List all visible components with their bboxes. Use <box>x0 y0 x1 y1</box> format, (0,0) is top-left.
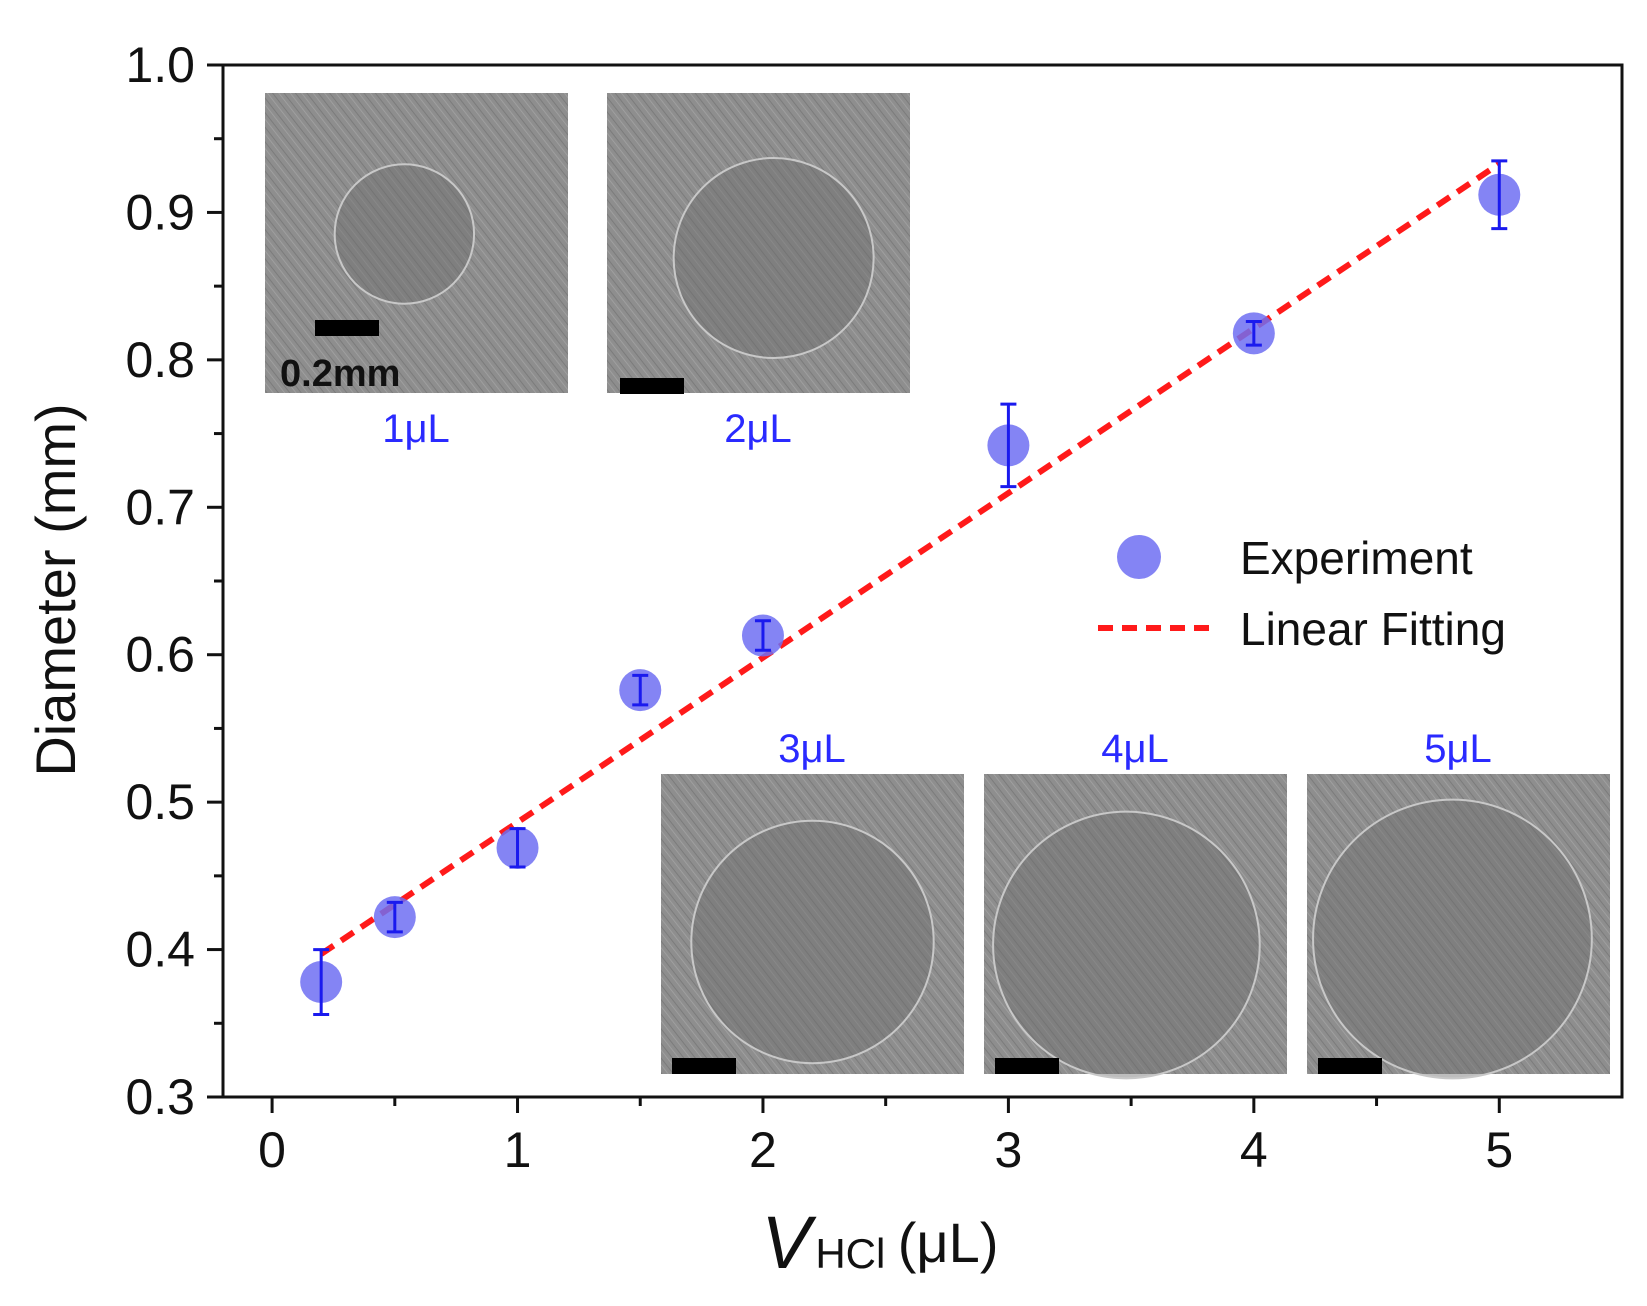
data-point <box>373 896 416 939</box>
x-tick-label: 5 <box>1485 1122 1513 1178</box>
inset-droplet <box>992 810 1261 1080</box>
y-axis-title: Diameter (mm) <box>24 403 87 776</box>
y-tick-label: 1.0 <box>125 37 195 93</box>
inset-image-4: 4μL <box>984 727 1287 1080</box>
x-tick-label: 3 <box>994 1122 1022 1178</box>
inset-background <box>265 93 568 393</box>
experiment-points <box>300 159 1521 1016</box>
inset-background <box>984 774 1287 1074</box>
data-point <box>1478 159 1521 231</box>
x-axis-subscript: HCl <box>815 1230 885 1277</box>
inset-droplet <box>690 819 935 1065</box>
scale-bar <box>620 378 684 394</box>
x-tick-label: 4 <box>1240 1122 1268 1178</box>
x-tick-label: 1 <box>504 1122 532 1178</box>
axes: 0 1 2 3 4 5 0.3 0.4 0.5 0.6 0.7 0.8 0.9 1.0 <box>125 37 1624 1178</box>
inset-image-2: 2μL <box>607 93 910 451</box>
legend-marker-experiment <box>1117 535 1161 579</box>
scale-bar-label: 0.2mm <box>280 353 400 395</box>
fit-line-group <box>319 161 1501 957</box>
scale-bar <box>995 1058 1059 1074</box>
scale-bar <box>315 320 379 336</box>
data-point <box>741 614 784 657</box>
y-tick-label: 0.4 <box>125 922 195 978</box>
legend-label-experiment: Experiment <box>1240 532 1473 584</box>
y-tick-label: 0.7 <box>125 479 195 535</box>
inset-image-5: 5μL <box>1307 727 1610 1080</box>
inset-background <box>607 93 910 393</box>
inset-label: 1μL <box>382 407 450 451</box>
data-point <box>300 948 343 1016</box>
inset-label: 5μL <box>1424 727 1492 771</box>
inset-droplet <box>1312 798 1593 1080</box>
data-point <box>619 669 662 712</box>
scale-bar <box>1318 1058 1382 1074</box>
x-axis-title: V HCl (μL) <box>762 1201 999 1284</box>
inset-background <box>661 774 964 1074</box>
y-tick-label: 0.6 <box>125 627 195 683</box>
data-point <box>1232 312 1275 355</box>
x-tick-label: 2 <box>749 1122 777 1178</box>
inset-image-1: 0.2mm 1μL <box>265 93 568 451</box>
y-tick-label: 0.9 <box>125 184 195 240</box>
legend: Experiment Linear Fitting <box>1098 532 1506 655</box>
inset-image-3: 3μL <box>661 727 964 1074</box>
inset-droplet <box>333 163 476 305</box>
inset-label: 3μL <box>778 727 846 771</box>
x-axis-symbol: V <box>762 1201 818 1284</box>
inset-label: 2μL <box>724 407 792 451</box>
scale-bar <box>672 1058 736 1074</box>
inset-images: 0.2mm 1μL 2μL 3μL 4μL 5μL <box>265 93 1610 1080</box>
data-point <box>987 402 1030 489</box>
y-tick-label: 0.8 <box>125 332 195 388</box>
x-axis-unit: (μL) <box>898 1211 999 1274</box>
inset-background <box>1307 774 1610 1074</box>
x-tick-label: 0 <box>258 1122 286 1178</box>
legend-label-fit: Linear Fitting <box>1240 603 1506 655</box>
inset-label: 4μL <box>1101 727 1169 771</box>
inset-droplet <box>672 157 875 359</box>
fit-line <box>319 161 1501 957</box>
data-point <box>496 826 539 869</box>
y-tick-label: 0.3 <box>125 1069 195 1125</box>
y-tick-label: 0.5 <box>125 774 195 830</box>
